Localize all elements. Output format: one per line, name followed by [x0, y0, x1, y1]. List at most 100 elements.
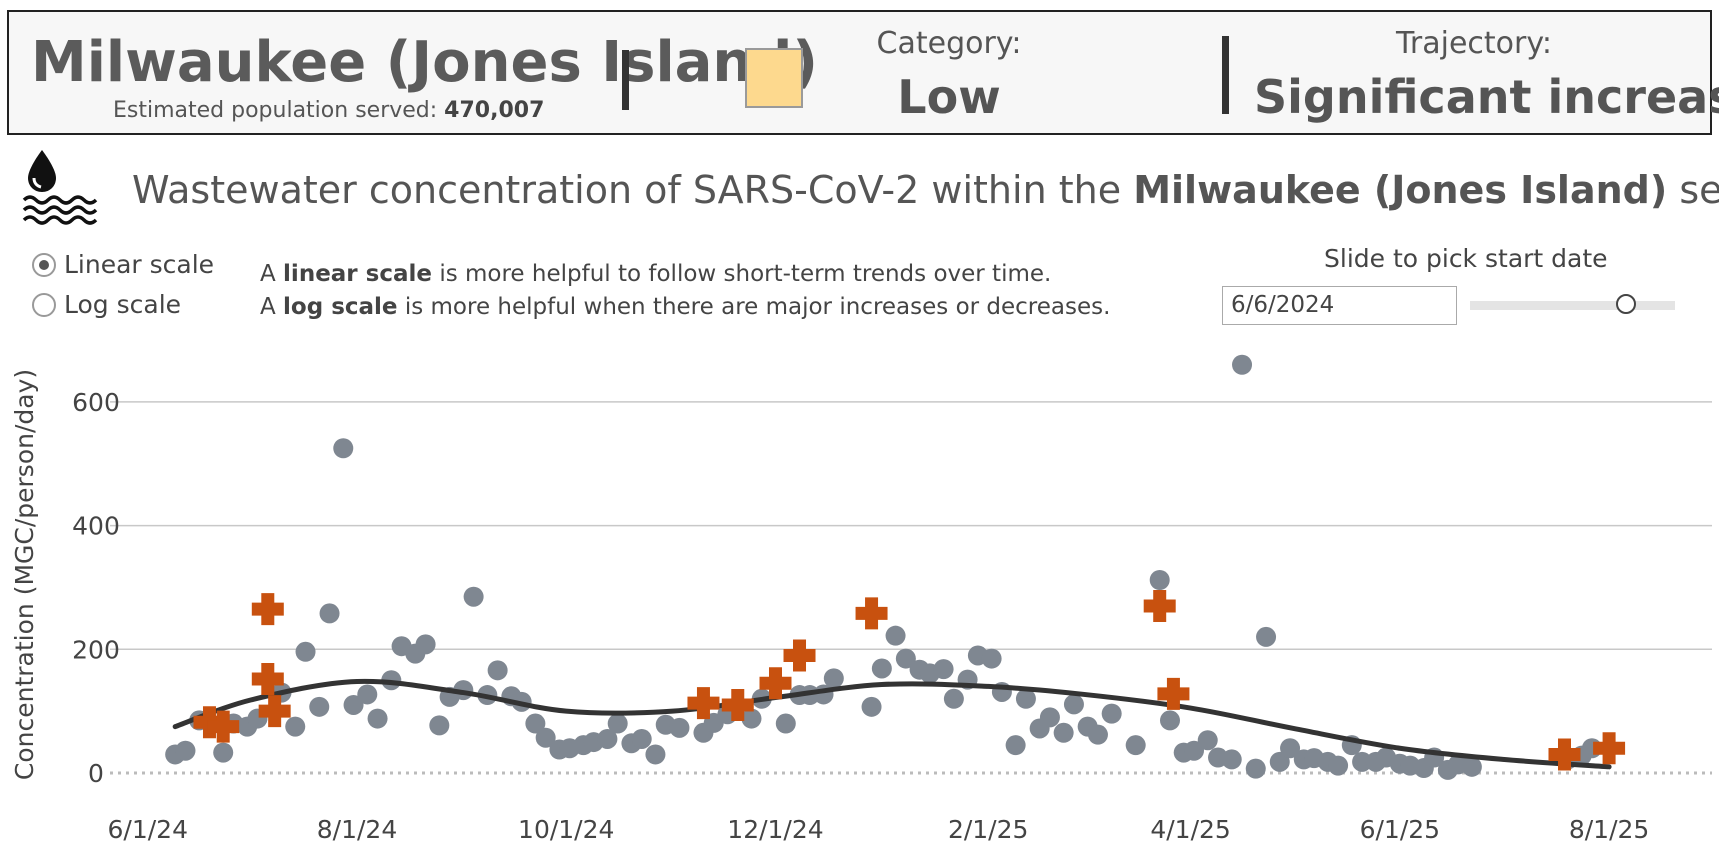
data-point: [1159, 710, 1180, 731]
data-point: [775, 713, 796, 734]
log-scale-help: A log scale is more helpful when there a…: [260, 294, 1110, 320]
x-tick-label: 8/1/24: [317, 815, 397, 844]
start-date-slider-handle[interactable]: [1615, 294, 1636, 314]
data-point: [295, 641, 316, 662]
data-point: [1149, 570, 1170, 591]
cross-marker: [207, 710, 240, 743]
start-date-input[interactable]: 6/6/2024: [1222, 286, 1457, 325]
help-text: is more helpful when there are major inc…: [404, 294, 1111, 320]
population-label: Estimated population served:: [113, 98, 438, 123]
data-point: [1053, 722, 1074, 743]
data-point: [357, 684, 378, 705]
data-point: [343, 694, 364, 715]
help-prefix: A: [260, 294, 276, 320]
data-point: [1256, 626, 1277, 647]
trajectory-value: Significant increase: [1254, 70, 1719, 124]
help-bold: log scale: [283, 294, 398, 320]
population-served: Estimated population served: 470,007: [113, 98, 544, 123]
radio-selected-icon: [32, 253, 56, 277]
y-tick-label: 0: [88, 759, 104, 788]
data-point: [1269, 751, 1290, 772]
chart-title-row: Wastewater concentration of SARS-CoV-2 w…: [20, 148, 1719, 228]
x-tick-label: 2/1/25: [948, 815, 1028, 844]
linear-scale-radio[interactable]: Linear scale: [32, 250, 214, 279]
cross-marker: [783, 639, 816, 672]
data-point: [885, 625, 906, 646]
help-bold: linear scale: [283, 261, 432, 287]
data-point: [669, 717, 690, 738]
data-point: [933, 659, 954, 680]
data-point: [1101, 703, 1122, 724]
header-divider: [622, 50, 629, 110]
category-color-swatch: [745, 48, 803, 108]
data-point: [1015, 688, 1036, 709]
cross-marker: [855, 597, 888, 630]
data-point: [895, 648, 916, 669]
trend-line: [172, 678, 1612, 770]
data-point: [1039, 707, 1060, 728]
x-tick-label: 12/1/24: [727, 815, 823, 844]
site-summary-card: Milwaukee (Jones Island) Estimated popul…: [7, 10, 1719, 135]
x-tick-label: 4/1/25: [1150, 815, 1230, 844]
cross-marker: [687, 687, 720, 720]
data-point: [1125, 735, 1146, 756]
x-tick-label: 10/1/24: [518, 815, 614, 844]
data-point: [213, 742, 234, 763]
help-prefix: A: [260, 261, 276, 287]
data-point: [645, 744, 666, 765]
cross-marker: [251, 593, 284, 626]
cross-marker: [1548, 738, 1581, 771]
linear-scale-label: Linear scale: [64, 250, 215, 279]
data-point: [463, 586, 484, 607]
y-tick-label: 200: [72, 635, 120, 664]
data-point: [1221, 749, 1242, 770]
site-name: Milwaukee (Jones Island): [31, 30, 818, 95]
title-site: Milwaukee (Jones Island): [1133, 168, 1668, 212]
log-scale-radio[interactable]: Log scale: [32, 290, 181, 319]
data-point: [1352, 751, 1373, 772]
start-date-slider-track[interactable]: [1470, 301, 1675, 310]
population-value: 470,007: [444, 98, 545, 123]
data-point: [1197, 730, 1218, 751]
data-point: [1063, 694, 1084, 715]
cross-marker: [258, 695, 291, 728]
data-point: [429, 715, 450, 736]
data-point: [285, 716, 306, 737]
data-point: [741, 708, 762, 729]
data-point: [1245, 758, 1266, 779]
data-point: [367, 708, 388, 729]
x-tick-label: 8/1/25: [1569, 815, 1649, 844]
chart-title: Wastewater concentration of SARS-CoV-2 w…: [132, 168, 1719, 212]
data-point: [1232, 354, 1253, 375]
data-point: [1005, 735, 1026, 756]
y-axis-label: Concentration (MGC/person/day): [10, 369, 39, 780]
title-suffix: sewershed: [1679, 168, 1719, 212]
title-prefix: Wastewater concentration of SARS-CoV-2 w…: [132, 168, 1122, 212]
cross-marker: [251, 662, 284, 695]
radio-unselected-icon: [32, 293, 56, 317]
data-point: [525, 713, 546, 734]
linear-scale-help: A linear scale is more helpful to follow…: [260, 261, 1051, 287]
data-point: [943, 688, 964, 709]
data-point: [607, 713, 628, 734]
data-point: [319, 603, 340, 624]
data-point: [487, 660, 508, 681]
category-label: Category:: [876, 26, 1022, 61]
wastewater-drop-icon: [22, 150, 98, 225]
cross-marker: [721, 688, 754, 721]
data-point: [1280, 738, 1301, 759]
data-point: [1328, 755, 1349, 776]
cross-marker: [1143, 589, 1176, 622]
cross-marker: [759, 667, 792, 700]
data-point: [1461, 756, 1482, 777]
data-point: [631, 728, 652, 749]
cross-marker: [1593, 732, 1626, 765]
data-point: [981, 648, 1002, 669]
data-point: [823, 668, 844, 689]
data-point: [871, 658, 892, 679]
trajectory-label: Trajectory:: [1395, 26, 1553, 61]
data-point: [333, 438, 354, 459]
x-tick-label: 6/1/24: [108, 815, 188, 844]
data-point: [861, 696, 882, 717]
wastewater-chart: 0 200 400 600 Concentration (MGC/person/day)…: [10, 354, 1712, 844]
